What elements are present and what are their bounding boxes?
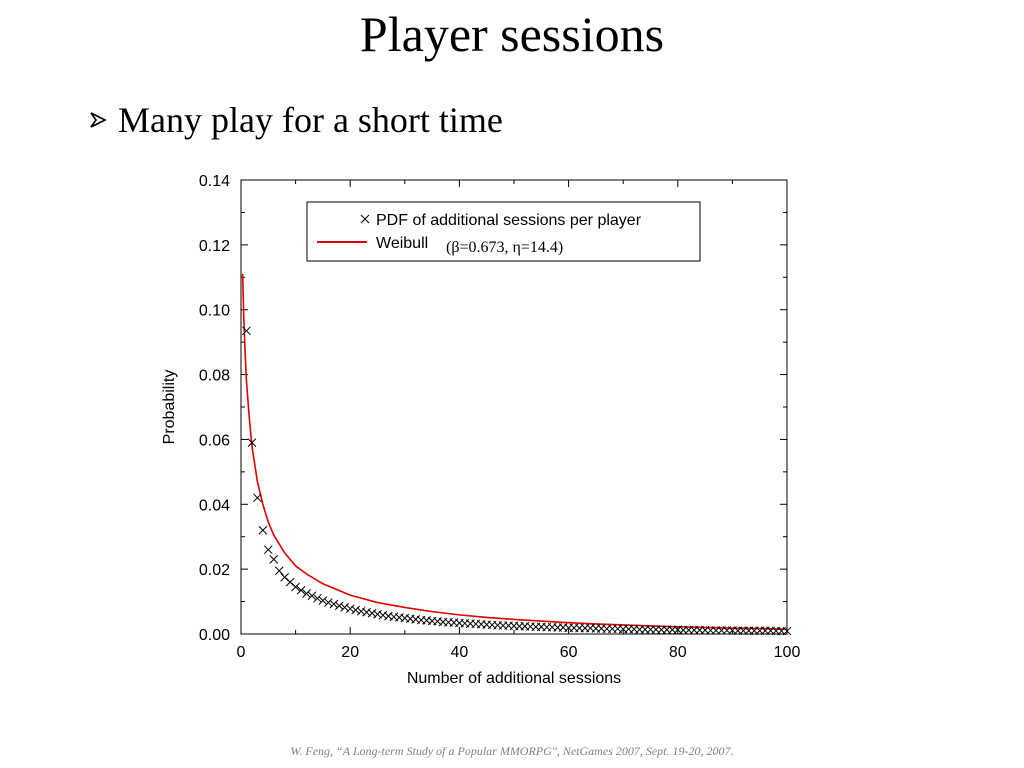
pdf-marker [307,591,317,601]
pdf-marker [302,589,311,598]
x-tick-label: 60 [560,644,578,661]
pdf-marker [340,603,350,612]
slide-title: Player sessions [359,6,665,62]
y-tick-label: 0.06 [199,432,230,449]
pdf-marker [378,610,388,620]
pdf-marker [291,582,300,592]
y-tick-label: 0.00 [199,627,230,644]
y-tick-label: 0.14 [199,173,230,190]
y-tick-label: 0.08 [199,368,230,385]
legend-label-weibull: Weibull [376,235,428,252]
bullet-text: Many play for a short time [118,100,503,140]
pdf-marker [351,605,361,615]
pdf-marker [345,604,355,614]
legend-marker-icon [360,214,370,224]
pdf-marker [373,609,382,619]
bullet-item: Many play for a short time [88,98,503,142]
y-tick-label: 0.10 [199,303,230,320]
pdf-marker [274,566,284,576]
pdf-marker [362,607,371,617]
y-tick-label: 0.04 [199,497,230,514]
y-tick-label: 0.02 [199,562,230,579]
pdf-marker [258,525,268,535]
legend-weibull-params: (β=0.673, η=14.4) [446,239,563,256]
pdf-marker [253,493,262,503]
pdf-marker [782,626,792,636]
pdf-marker [313,593,322,603]
y-tick-labels: 0.00 0.02 0.04 0.06 0.08 0.10 0.12 0.14 [199,173,230,644]
pdf-markers [242,326,792,636]
x-tick-label: 80 [669,644,687,661]
x-axis-label: Number of additional sessions [407,670,621,687]
y-axis-label: Probability [161,370,178,445]
legend: PDF of additional sessions per player We… [306,201,701,262]
arrow-bullet-icon [90,112,107,128]
pdf-marker [263,545,273,555]
x-tick-label: 20 [341,644,359,661]
pdf-marker [367,608,377,618]
weibull-fit-line [241,274,788,630]
legend-box [306,201,701,262]
legend-label-pdf: PDF of additional sessions per player [376,212,642,229]
y-tick-label: 0.12 [199,238,230,255]
pdf-marker [318,596,328,605]
axis-ticks [240,179,788,635]
pdf-marker [334,601,344,611]
chart: 0.00 0.02 0.04 0.06 0.08 0.10 0.12 0.14 0 20 40 60… [161,173,801,687]
pdf-marker [269,555,279,564]
pdf-marker [356,606,366,616]
x-tick-label: 40 [451,644,469,661]
pdf-marker [247,438,257,448]
pdf-marker [324,598,333,607]
x-tick-label: 100 [774,644,801,661]
pdf-marker [329,599,339,609]
weibull-fit-group [241,274,788,630]
pdf-marker [242,326,251,336]
citation: W. Feng, “A Long-term Study of a Popular… [290,744,734,758]
pdf-marker [296,585,306,595]
x-tick-label: 0 [237,644,246,661]
x-tick-labels: 0 20 40 60 80 100 [237,644,801,661]
